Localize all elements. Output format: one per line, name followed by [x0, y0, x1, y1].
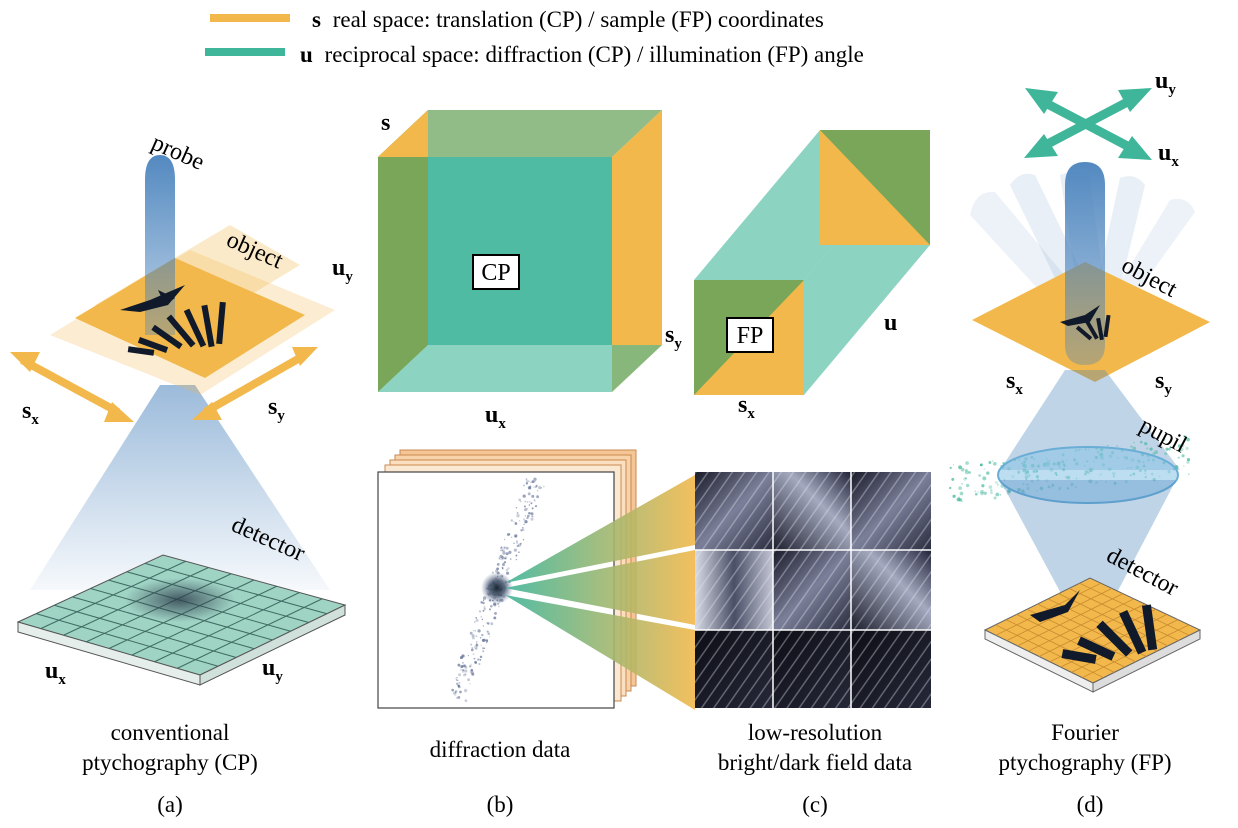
- sx-label-b: sx: [738, 392, 755, 422]
- panel-d: uy ux: [948, 68, 1210, 693]
- bright-dark-field-tiles: [695, 472, 931, 708]
- cone-to-pupil: [1000, 370, 1180, 470]
- ux-label-a: ux: [45, 658, 66, 688]
- sy-label-b: sy: [665, 322, 682, 352]
- beam-3: [505, 595, 695, 710]
- beam-2: [505, 550, 695, 625]
- caption-b: diffraction data: [429, 737, 571, 762]
- sample-shape: [120, 285, 226, 356]
- svg-text:s real space: translatio: s real space: translation (CP) / sample …: [312, 7, 824, 32]
- sy-label-d: sy: [1155, 368, 1172, 398]
- letter-b: (b): [486, 792, 514, 817]
- legend-real-symbol: s: [312, 7, 321, 32]
- sx-label-a: sx: [22, 398, 39, 428]
- sy-arrow: [192, 347, 318, 420]
- uy-label-a: uy: [262, 655, 283, 685]
- detector-image: [1030, 590, 1158, 664]
- u-label-b: u: [884, 310, 897, 336]
- ux-label-b: ux: [485, 402, 506, 432]
- caption-a-line2: ptychography (CP): [82, 750, 258, 775]
- diffraction-spot-blur: [125, 578, 235, 622]
- fp-cuboid: FP: [694, 130, 930, 395]
- panel-b: CP s uy ux FP u sy sx: [332, 110, 930, 709]
- caption-c: low-resolution bright/dark field data: [685, 718, 945, 778]
- caption-d-line2: ptychography (FP): [998, 750, 1172, 775]
- uy-label-d: uy: [1155, 68, 1176, 98]
- ux-uy-arrows: [1024, 88, 1152, 160]
- sample-shape-d: [1060, 305, 1111, 341]
- detector-d: [983, 577, 1202, 693]
- caption-c-line2: bright/dark field data: [717, 750, 913, 775]
- probe-beam: [145, 155, 175, 335]
- letter-d: (d): [1076, 792, 1104, 817]
- caption-d-line1: Fourier: [1051, 720, 1119, 745]
- pupil: [948, 435, 1191, 504]
- caption-a: conventional ptychography (CP): [45, 718, 295, 778]
- cp-box: [472, 254, 520, 290]
- s-label-b: s: [381, 110, 390, 136]
- ux-label-d: ux: [1158, 140, 1179, 170]
- legend-reciprocal-swatch: [205, 48, 285, 56]
- cp-box-label: CP: [481, 260, 510, 286]
- legend-reciprocal-symbol: u: [300, 42, 313, 67]
- fp-box: [726, 317, 774, 353]
- fp-box-label: FP: [737, 323, 764, 349]
- beam-1: [505, 475, 695, 583]
- letter-a: (a): [157, 792, 183, 817]
- legend-real-swatch: [210, 14, 290, 22]
- detector-a: [16, 554, 347, 686]
- cp-cube: CP: [378, 110, 662, 392]
- diffraction-center-spot: [481, 572, 513, 604]
- letter-c: (c): [802, 792, 828, 817]
- sx-arrow: [10, 352, 134, 422]
- caption-a-line1: conventional: [110, 720, 230, 745]
- caption-d: Fourier ptychography (FP): [960, 718, 1210, 778]
- caption-c-line1: low-resolution: [747, 720, 883, 745]
- legend-real-text: real space: translation (CP) / sample (F…: [333, 7, 824, 32]
- panel-a: probe object detector sx sy ux uy: [10, 130, 347, 688]
- uy-label-b: uy: [332, 255, 353, 285]
- illumination-beam: [1065, 162, 1105, 365]
- diffraction-cone: [30, 385, 330, 590]
- svg-text:u reciprocal space: diff: u reciprocal space: diffraction (CP) / i…: [300, 42, 864, 67]
- legend: s real space: translation (CP) / sample …: [205, 7, 864, 67]
- panel-c: [505, 472, 931, 710]
- sx-label-d: sx: [1006, 368, 1023, 398]
- cone-to-detector: [1000, 480, 1176, 625]
- sy-label-a: sy: [268, 394, 285, 424]
- diffraction-stack: [377, 449, 637, 709]
- legend-reciprocal-text: reciprocal space: diffraction (CP) / ill…: [325, 42, 864, 67]
